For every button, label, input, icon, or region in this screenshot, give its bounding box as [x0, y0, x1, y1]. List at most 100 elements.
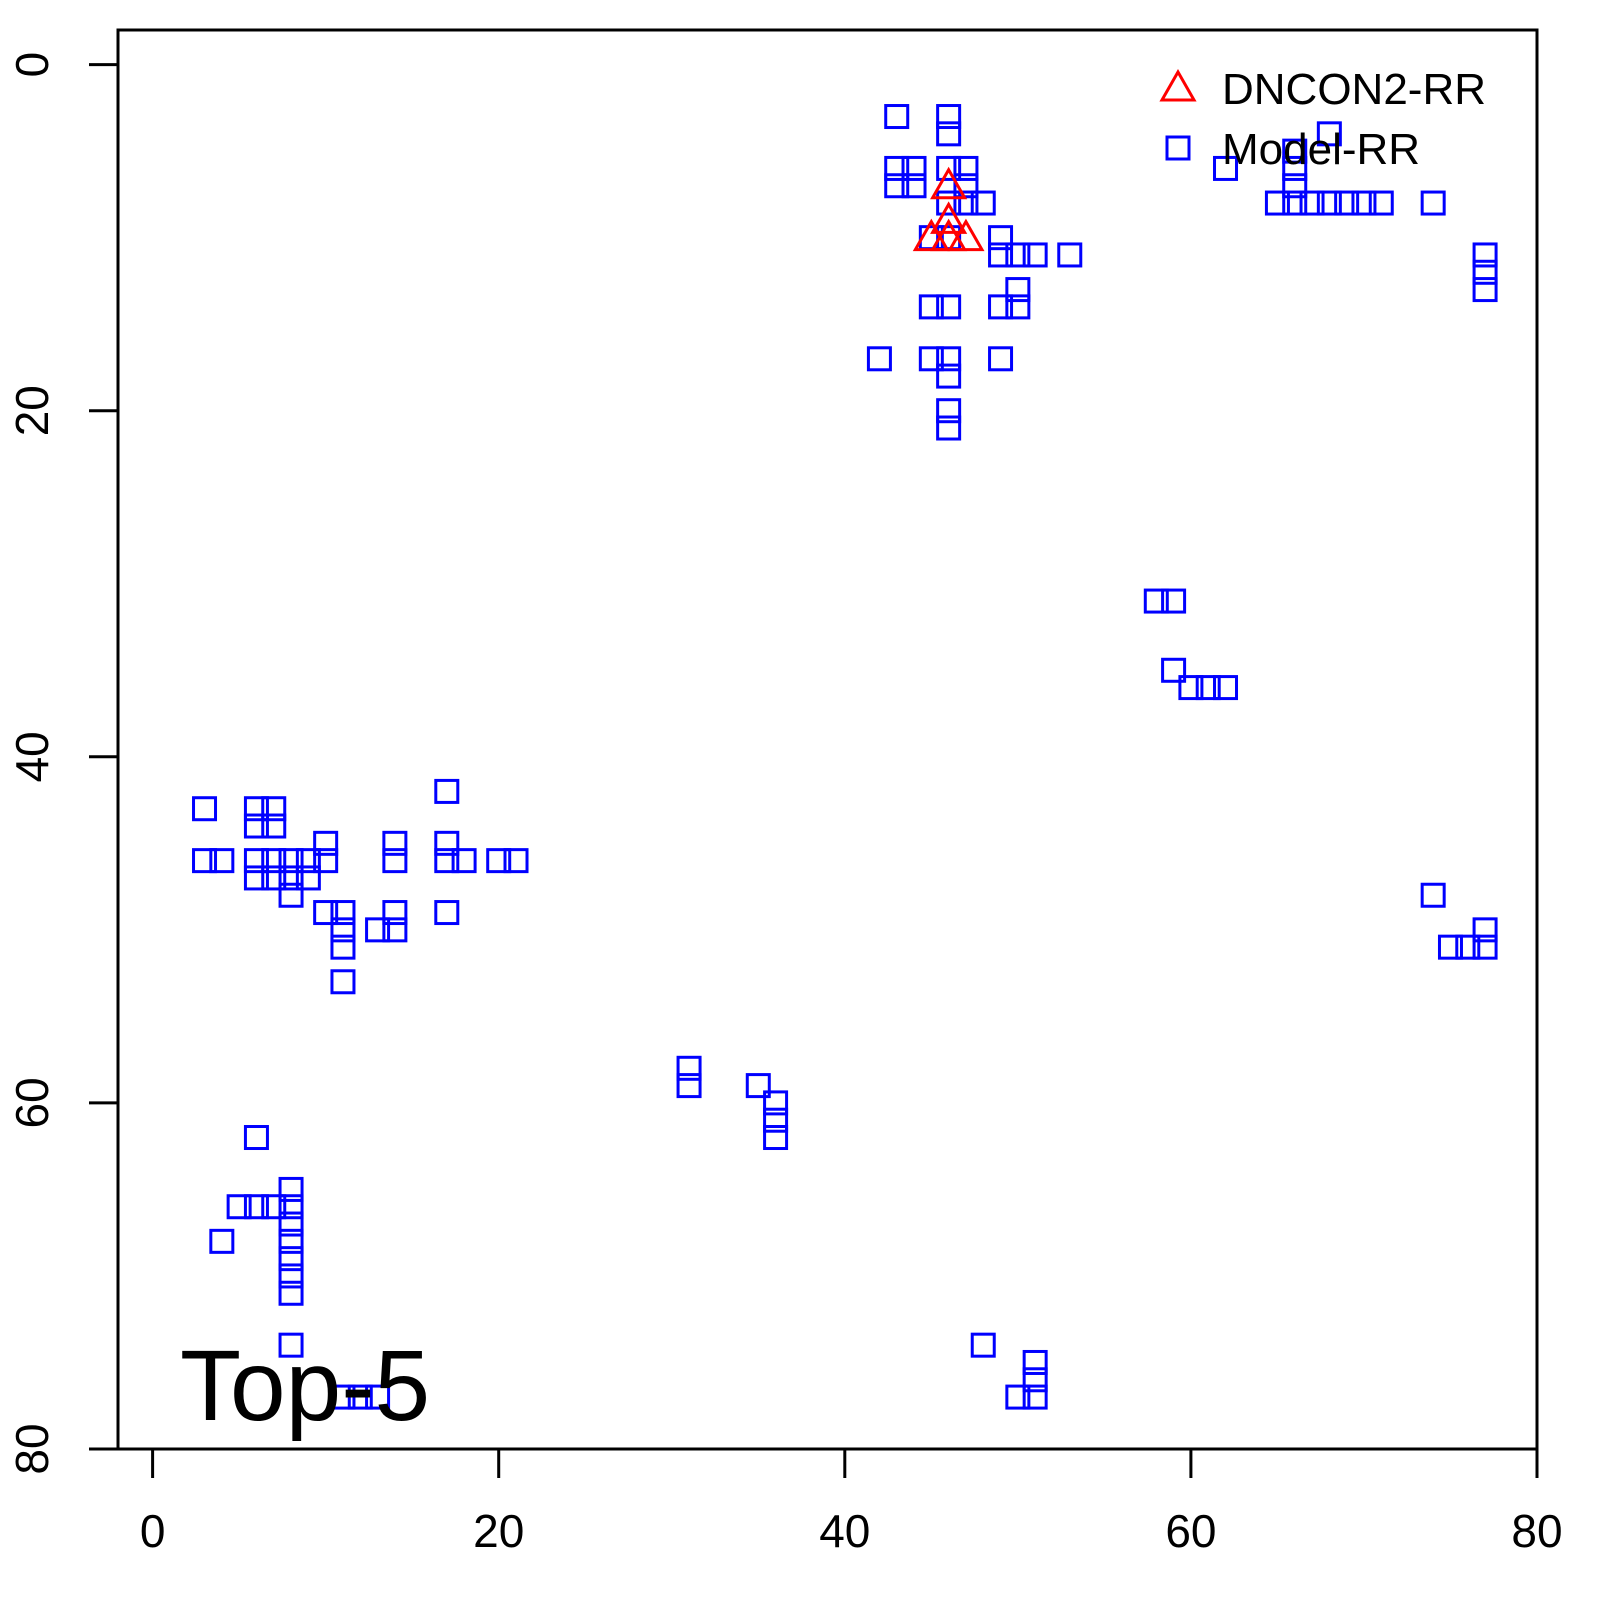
square-marker [278, 1263, 304, 1289]
square-marker [192, 796, 218, 822]
square-marker [330, 969, 356, 995]
square-marker [278, 848, 304, 874]
square-marker [1351, 190, 1377, 216]
square-marker [884, 104, 910, 130]
square-marker [365, 1384, 391, 1410]
square-marker [988, 346, 1014, 372]
square-marker [278, 1228, 304, 1254]
square-marker [936, 346, 962, 372]
square-marker [243, 1125, 269, 1151]
square-marker [745, 1073, 771, 1099]
square-marker [1005, 277, 1031, 303]
square-marker [1161, 588, 1187, 614]
square-marker [1213, 155, 1239, 181]
square-marker [261, 1194, 287, 1220]
square-marker [1213, 675, 1239, 701]
square-marker [970, 190, 996, 216]
square-marker [243, 865, 269, 891]
square-marker [278, 1280, 304, 1306]
square-marker [936, 294, 962, 320]
square-marker [192, 848, 218, 874]
square-marker [278, 1246, 304, 1272]
square-marker [1316, 121, 1342, 147]
legend-marker [1165, 135, 1191, 161]
square-marker [1057, 242, 1083, 268]
square-marker [1282, 138, 1308, 164]
square-marker [330, 900, 356, 926]
square-marker [1316, 190, 1342, 216]
square-marker [243, 796, 269, 822]
square-marker [295, 848, 321, 874]
square-marker [243, 848, 269, 874]
square-marker [278, 865, 304, 891]
square-marker [1420, 190, 1446, 216]
square-marker [330, 1384, 356, 1410]
square-marker [1195, 675, 1221, 701]
square-marker [1178, 675, 1204, 701]
square-marker [451, 848, 477, 874]
y-tick-label: 80 [6, 1423, 58, 1474]
square-marker [382, 900, 408, 926]
square-marker [676, 1073, 702, 1099]
square-marker [1472, 934, 1498, 960]
square-marker [382, 830, 408, 856]
square-marker [1005, 242, 1031, 268]
square-marker [1282, 173, 1308, 199]
square-marker [1022, 1384, 1048, 1410]
square-marker [1472, 917, 1498, 943]
square-marker [936, 104, 962, 130]
square-marker [936, 398, 962, 424]
square-marker [382, 848, 408, 874]
square-marker [278, 1194, 304, 1220]
square-marker [313, 848, 339, 874]
square-marker [243, 1194, 269, 1220]
square-marker [936, 363, 962, 389]
square-marker [1334, 190, 1360, 216]
square-marker [434, 848, 460, 874]
square-marker [1472, 242, 1498, 268]
square-marker [1143, 588, 1169, 614]
annotation: Top-5 [180, 1330, 430, 1442]
square-marker [1005, 1384, 1031, 1410]
plot-frame [116, 28, 1539, 1451]
square-marker [209, 1228, 235, 1254]
square-marker [676, 1055, 702, 1081]
square-marker [1368, 190, 1394, 216]
square-marker [936, 121, 962, 147]
square-marker [330, 934, 356, 960]
square-marker [988, 242, 1014, 268]
square-marker [1472, 277, 1498, 303]
y-tick-label: 20 [6, 385, 58, 436]
square-marker [936, 155, 962, 181]
square-marker [261, 813, 287, 839]
square-marker [901, 155, 927, 181]
square-marker [261, 796, 287, 822]
square-marker [1437, 934, 1463, 960]
x-tick-label: 80 [1511, 1505, 1562, 1557]
square-marker [261, 848, 287, 874]
square-marker [988, 294, 1014, 320]
y-tick-label: 40 [6, 731, 58, 782]
square-marker [918, 346, 944, 372]
square-marker [261, 865, 287, 891]
square-marker [278, 1211, 304, 1237]
square-marker [763, 1107, 789, 1133]
square-marker [1161, 657, 1187, 683]
x-tick-label: 40 [819, 1505, 870, 1557]
square-marker [382, 917, 408, 943]
legend-label: Model-RR [1222, 125, 1420, 174]
x-tick-label: 0 [140, 1505, 166, 1557]
legend-marker [1159, 68, 1197, 102]
square-marker [901, 173, 927, 199]
square-marker [243, 813, 269, 839]
square-marker [1022, 1367, 1048, 1393]
square-marker [1022, 1349, 1048, 1375]
x-tick-label: 60 [1165, 1505, 1216, 1557]
triangle-marker [947, 218, 985, 252]
square-marker [884, 173, 910, 199]
square-marker [970, 1332, 996, 1358]
square-marker [226, 1194, 252, 1220]
square-marker [278, 882, 304, 908]
legend-label: DNCON2-RR [1222, 65, 1486, 114]
square-marker [1282, 155, 1308, 181]
